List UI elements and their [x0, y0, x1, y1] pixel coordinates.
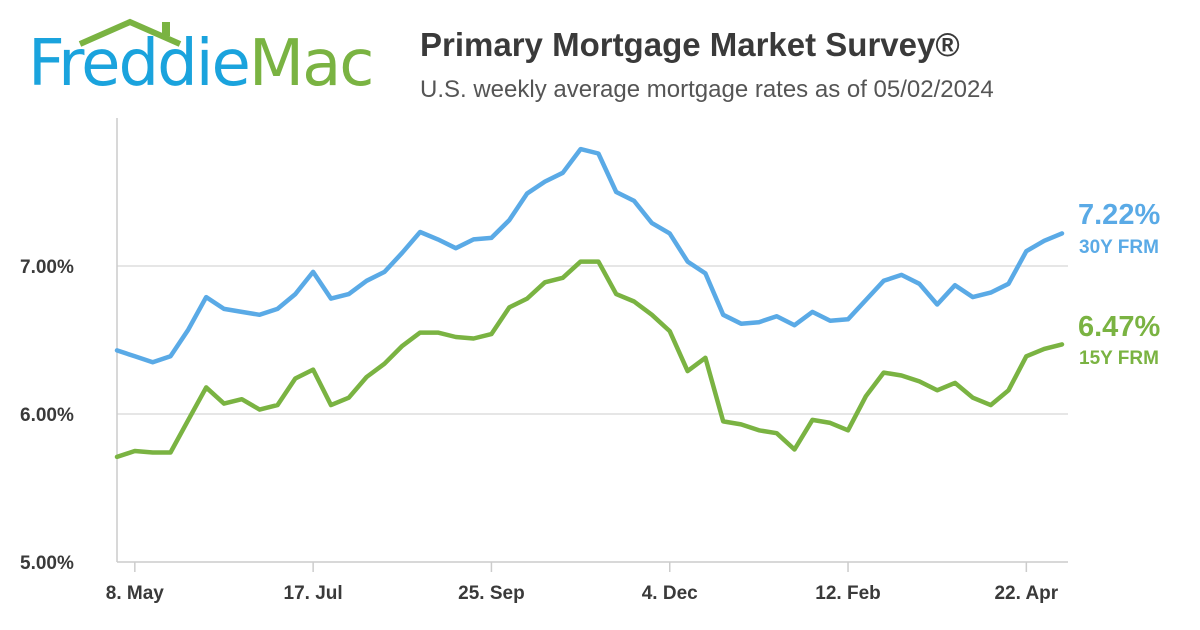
- logo-text-freddie: Freddie: [28, 27, 251, 101]
- page-subtitle: U.S. weekly average mortgage rates as of…: [420, 76, 994, 103]
- x-tick-label: 25. Sep: [458, 583, 525, 604]
- y-tick-label: 6.00%: [20, 405, 74, 426]
- logo-text-mac: Mac: [248, 27, 375, 101]
- series-name-label: 15Y FRM: [1079, 348, 1159, 369]
- roof-icon: [78, 18, 182, 47]
- series-line-30y-frm: [114, 146, 1065, 365]
- x-tick-label: 22. Apr: [994, 583, 1058, 604]
- series-line-15y-frm: [114, 259, 1065, 460]
- page-title: Primary Mortgage Market Survey®: [420, 26, 960, 63]
- x-tick-label: 17. Jul: [284, 583, 343, 604]
- series-name-label: 30Y FRM: [1079, 237, 1159, 258]
- end-value-label: 7.22%: [1078, 199, 1160, 231]
- x-tick-label: 12. Feb: [815, 583, 880, 604]
- freddie-mac-logo: FreddieMac: [28, 18, 388, 108]
- end-value-label: 6.47%: [1078, 311, 1160, 343]
- y-tick-label: 7.00%: [20, 257, 74, 278]
- y-tick-label: 5.00%: [20, 553, 74, 574]
- x-tick-label: 4. Dec: [642, 583, 698, 604]
- logo-wordmark: FreddieMac: [28, 32, 374, 96]
- x-tick-label: 8. May: [106, 583, 165, 604]
